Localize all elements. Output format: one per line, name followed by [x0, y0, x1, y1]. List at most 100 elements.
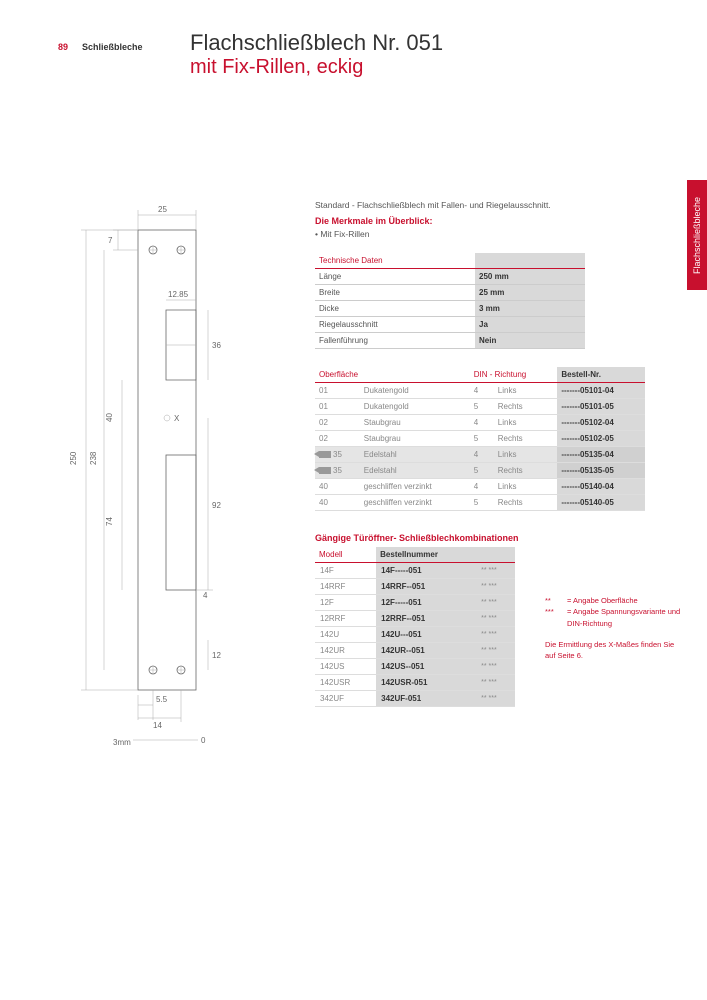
combo-row: 12F12F-----051** ***: [315, 595, 515, 611]
order-code: 02: [315, 415, 360, 431]
flag-icon: [319, 451, 331, 458]
combo-stars: ** ***: [476, 563, 515, 579]
order-dinnum: 4: [470, 447, 494, 463]
order-dinnum: 5: [470, 463, 494, 479]
combo-heading: Gängige Türöffner- Schließblechkombinati…: [315, 533, 655, 543]
combo-number: 14F-----051: [376, 563, 476, 579]
order-dinside: Rechts: [494, 495, 558, 511]
combo-th-model: Modell: [315, 547, 376, 563]
svg-text:4: 4: [203, 591, 208, 600]
combo-model: 142US: [315, 659, 376, 675]
combo-number: 12F-----051: [376, 595, 476, 611]
order-surface: Dukatengold: [360, 399, 470, 415]
order-code: 01: [315, 383, 360, 399]
order-surface: Staubgrau: [360, 415, 470, 431]
order-row: 35Edelstahl4Links-------05135-04: [315, 447, 645, 463]
order-surface: Dukatengold: [360, 383, 470, 399]
svg-text:14: 14: [153, 721, 162, 730]
combo-number: 142U---051: [376, 627, 476, 643]
svg-text:3mm: 3mm: [113, 738, 131, 747]
svg-text:12.85: 12.85: [168, 290, 189, 299]
combo-row: 142UR142UR--051** ***: [315, 643, 515, 659]
combo-stars: ** ***: [476, 659, 515, 675]
order-dinnum: 5: [470, 431, 494, 447]
legend-text: = Angabe Spannungs­variante und DIN-Rich…: [567, 606, 685, 629]
combo-number: 142UR--051: [376, 643, 476, 659]
svg-text:7: 7: [108, 236, 113, 245]
order-dinside: Links: [494, 447, 558, 463]
order-code: 40: [315, 495, 360, 511]
order-number: -------05135-04: [557, 447, 645, 463]
features-heading: Die Merkmale im Überblick:: [315, 216, 655, 226]
svg-text:25: 25: [158, 205, 167, 214]
combo-number: 12RRF--051: [376, 611, 476, 627]
tech-value: Ja: [475, 317, 585, 333]
combo-number: 14RRF--051: [376, 579, 476, 595]
svg-text:74: 74: [105, 517, 114, 526]
combo-row: 12RRF12RRF--051** ***: [315, 611, 515, 627]
order-dinnum: 5: [470, 495, 494, 511]
combo-stars: ** ***: [476, 691, 515, 707]
order-number: -------05140-05: [557, 495, 645, 511]
page-subtitle: mit Fix-Rillen, eckig: [190, 56, 443, 79]
order-number: -------05102-05: [557, 431, 645, 447]
order-th-din: DIN - Richtung: [470, 367, 558, 383]
tech-value: 250 mm: [475, 269, 585, 285]
combo-row: 14RRF14RRF--051** ***: [315, 579, 515, 595]
combo-model: 12F: [315, 595, 376, 611]
svg-text:0: 0: [201, 736, 206, 745]
feature-item: • Mit Fix-Rillen: [315, 229, 655, 239]
svg-text:36: 36: [212, 341, 221, 350]
legend-symbol: **: [545, 595, 563, 606]
svg-text:X: X: [174, 414, 180, 423]
combo-model: 14F: [315, 563, 376, 579]
tech-table-header-blank: [475, 253, 585, 269]
order-number: -------05101-05: [557, 399, 645, 415]
page-header: 89 Schließbleche: [58, 42, 143, 52]
order-dinnum: 4: [470, 479, 494, 495]
combo-stars: ** ***: [476, 579, 515, 595]
tech-value: 25 mm: [475, 285, 585, 301]
svg-text:250: 250: [69, 451, 78, 465]
order-th-num: Bestell-Nr.: [557, 367, 645, 383]
combo-model: 142U: [315, 627, 376, 643]
order-surface: geschliffen verzinkt: [360, 479, 470, 495]
tech-label: Fallenführung: [315, 333, 475, 349]
order-row: 35Edelstahl5Rechts-------05135-05: [315, 463, 645, 479]
legend-note: Die Ermittlung des X-Maßes finden Sie au…: [545, 639, 685, 662]
order-row: 01Dukatengold4Links-------05101-04: [315, 383, 645, 399]
order-table: Oberfläche DIN - Richtung Bestell-Nr. 01…: [315, 367, 645, 511]
svg-text:92: 92: [212, 501, 221, 510]
combo-stars: ** ***: [476, 627, 515, 643]
combo-table: Modell Bestellnummer 14F14F-----051** **…: [315, 547, 515, 707]
order-dinside: Links: [494, 415, 558, 431]
combo-row: 142USR142USR-051** ***: [315, 675, 515, 691]
order-dinnum: 5: [470, 399, 494, 415]
tech-value: 3 mm: [475, 301, 585, 317]
section-tab: Flachschließbleche: [687, 180, 707, 290]
page-title: Flachschließblech Nr. 051: [190, 30, 443, 56]
order-code: 01: [315, 399, 360, 415]
combo-row: 14F14F-----051** ***: [315, 563, 515, 579]
tech-label: Breite: [315, 285, 475, 301]
order-row: 02Staubgrau4Links-------05102-04: [315, 415, 645, 431]
technical-data-table: Technische Daten Länge250 mm Breite25 mm…: [315, 253, 585, 349]
combo-model: 14RRF: [315, 579, 376, 595]
order-th-surface: Oberfläche: [315, 367, 470, 383]
combo-number: 142USR-051: [376, 675, 476, 691]
tech-label: Riegelausschnitt: [315, 317, 475, 333]
legend-text: = Angabe Oberfläche: [567, 595, 638, 606]
order-code: 02: [315, 431, 360, 447]
order-surface: Edelstahl: [360, 447, 470, 463]
order-row: 40geschliffen verzinkt4Links-------05140…: [315, 479, 645, 495]
title-block: Flachschließblech Nr. 051 mit Fix-Rillen…: [190, 30, 443, 79]
order-code: 35: [315, 463, 360, 479]
order-dinnum: 4: [470, 415, 494, 431]
order-number: -------05102-04: [557, 415, 645, 431]
svg-text:40: 40: [105, 413, 114, 422]
combo-model: 142UR: [315, 643, 376, 659]
tech-table-header: Technische Daten: [315, 253, 475, 269]
combo-model: 12RRF: [315, 611, 376, 627]
breadcrumb: Schließbleche: [82, 42, 143, 52]
combo-stars: ** ***: [476, 675, 515, 691]
